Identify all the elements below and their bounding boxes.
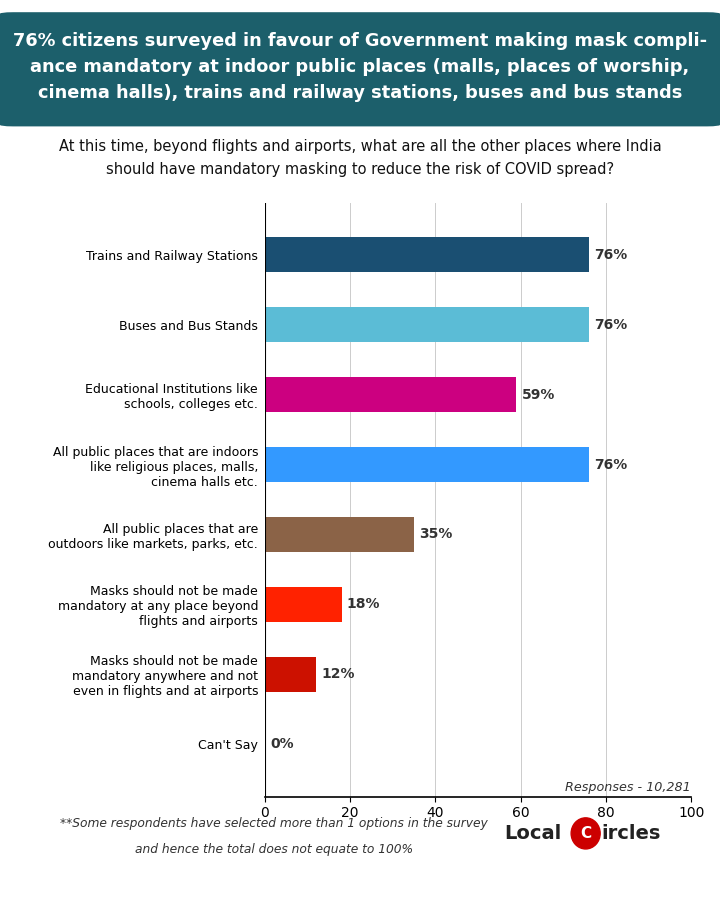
Bar — [265, 238, 589, 273]
Text: 76%: 76% — [594, 318, 627, 332]
Text: Local: Local — [504, 824, 562, 843]
Text: C: C — [580, 826, 591, 841]
FancyBboxPatch shape — [0, 13, 720, 126]
Text: 18%: 18% — [347, 598, 380, 611]
Text: 12%: 12% — [321, 667, 355, 681]
Text: 35%: 35% — [419, 527, 453, 542]
Text: 0%: 0% — [270, 737, 294, 751]
Bar — [265, 587, 342, 622]
Text: and hence the total does not equate to 100%: and hence the total does not equate to 1… — [135, 843, 413, 856]
Text: All contents in the above graphic is a copyright of LocalCircles and if publishe: All contents in the above graphic is a c… — [23, 879, 697, 888]
Text: ircles: ircles — [602, 824, 661, 843]
Text: **Some respondents have selected more than 1 options in the survey: **Some respondents have selected more th… — [60, 817, 487, 830]
Bar — [265, 447, 589, 482]
Bar — [265, 517, 414, 552]
Bar — [265, 307, 589, 342]
Bar — [265, 657, 316, 692]
Circle shape — [571, 818, 600, 849]
Text: 76% citizens surveyed in favour of Government making mask compli-
ance mandatory: 76% citizens surveyed in favour of Gover… — [13, 32, 707, 102]
Text: Responses - 10,281: Responses - 10,281 — [565, 781, 691, 795]
Text: 76%: 76% — [594, 248, 627, 262]
Text: 59%: 59% — [521, 388, 555, 401]
Text: 76%: 76% — [594, 457, 627, 472]
Bar — [265, 377, 516, 412]
Text: At this time, beyond flights and airports, what are all the other places where I: At this time, beyond flights and airport… — [58, 140, 662, 177]
